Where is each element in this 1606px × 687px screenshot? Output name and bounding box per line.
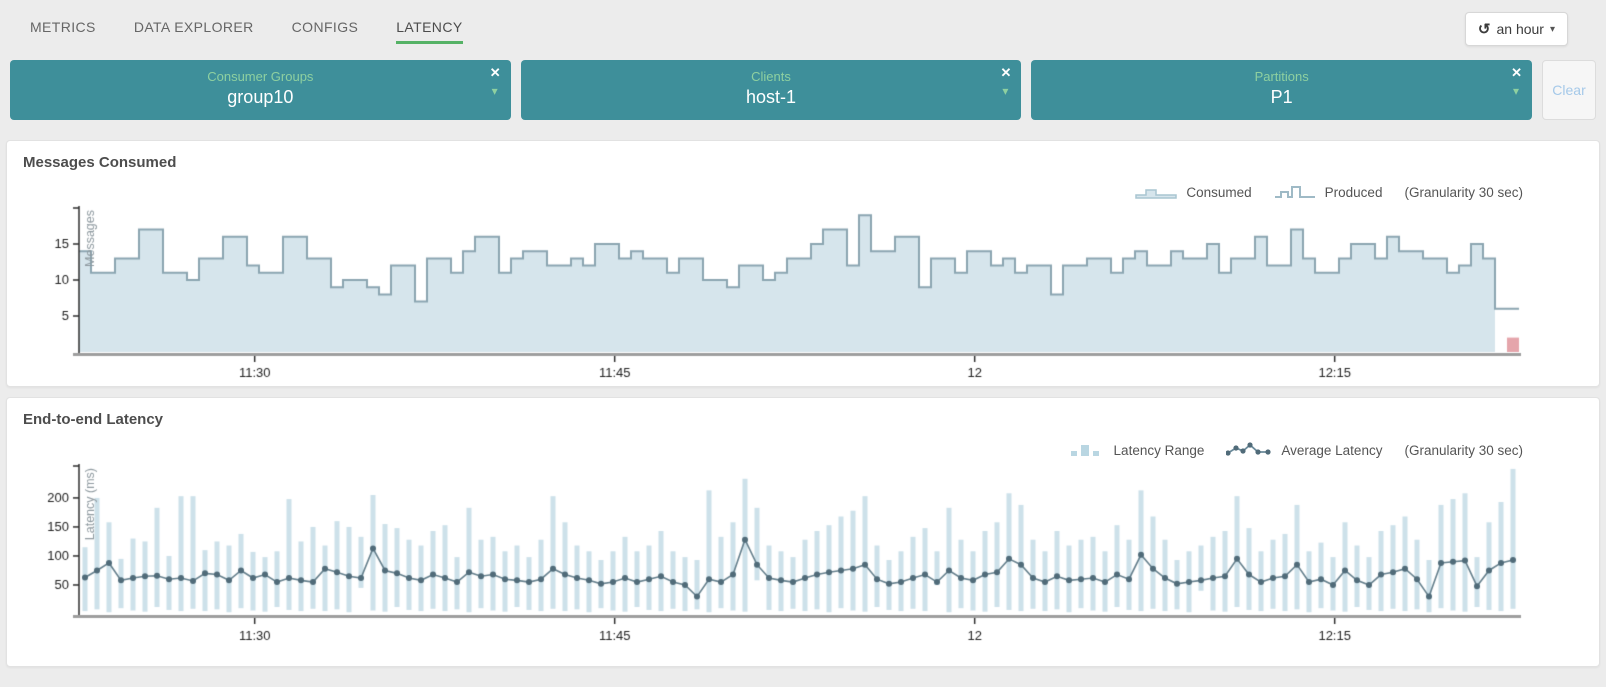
panel-title: Messages Consumed bbox=[23, 154, 177, 171]
latency-range-bars-icon bbox=[1070, 444, 1099, 456]
clients-filter[interactable]: Clients host-1 ✕ ▾ bbox=[520, 60, 1022, 120]
tab-latency[interactable]: LATENCY bbox=[396, 19, 463, 44]
consumed-step-area-icon bbox=[1135, 189, 1178, 199]
close-icon[interactable]: ✕ bbox=[1000, 65, 1012, 80]
produced-step-line-icon bbox=[1274, 186, 1315, 198]
filter-label: Clients bbox=[751, 69, 791, 84]
filter-value: P1 bbox=[1270, 87, 1293, 107]
close-icon[interactable]: ✕ bbox=[1511, 65, 1523, 80]
history-refresh-icon: ↺ bbox=[1477, 21, 1491, 38]
chevron-down-icon: ▾ bbox=[1512, 84, 1520, 99]
filter-label: Partitions bbox=[1254, 69, 1309, 84]
granularity-label: (Granularity 30 sec) bbox=[1404, 185, 1523, 200]
end-to-end-latency-panel: End-to-end Latency Latency Range Average… bbox=[6, 397, 1600, 667]
consumer-groups-filter[interactable]: Consumer Groups group10 ✕ ▾ bbox=[10, 60, 511, 120]
tab-data-explorer[interactable]: DATA EXPLORER bbox=[133, 19, 254, 35]
tab-configs[interactable]: CONFIGS bbox=[291, 19, 359, 35]
messages-consumed-chart bbox=[15, 202, 1535, 380]
top-navigation: METRICS DATA EXPLORER CONFIGS LATENCY bbox=[0, 0, 1606, 44]
messages-legend: Consumed Produced (Granularity 30 sec) bbox=[7, 171, 1599, 202]
filter-label: Consumer Groups bbox=[207, 69, 314, 84]
granularity-label: (Granularity 30 sec) bbox=[1404, 442, 1523, 458]
partitions-filter[interactable]: Partitions P1 ✕ ▾ bbox=[1031, 60, 1533, 120]
tab-metrics[interactable]: METRICS bbox=[30, 19, 96, 35]
chevron-down-icon: ▾ bbox=[491, 84, 498, 99]
close-icon[interactable]: ✕ bbox=[489, 65, 501, 80]
chevron-down-icon: ▾ bbox=[1549, 23, 1555, 35]
legend-label: Latency Range bbox=[1113, 442, 1205, 458]
clear-filters-button[interactable]: Clear bbox=[1542, 60, 1597, 120]
end-to-end-latency-chart bbox=[15, 460, 1535, 660]
chevron-down-icon: ▾ bbox=[1002, 84, 1009, 99]
legend-label: Produced bbox=[1324, 185, 1383, 200]
filter-value: host-1 bbox=[745, 87, 797, 107]
filter-row: Consumer Groups group10 ✕ ▾ Clients host… bbox=[10, 60, 1597, 120]
time-range-label: an hour bbox=[1496, 21, 1544, 37]
latency-legend: Latency Range Average Latency (Granulari… bbox=[7, 428, 1599, 460]
legend-label: Consumed bbox=[1186, 185, 1252, 200]
legend-label: Average Latency bbox=[1281, 442, 1383, 458]
time-range-selector[interactable]: ↺ an hour ▾ bbox=[1464, 12, 1568, 46]
average-latency-line-icon bbox=[1226, 442, 1271, 456]
filter-value: group10 bbox=[227, 87, 294, 107]
panel-title: End-to-end Latency bbox=[23, 411, 164, 428]
messages-consumed-panel: Messages Consumed Consumed Produced (Gra… bbox=[6, 140, 1600, 387]
